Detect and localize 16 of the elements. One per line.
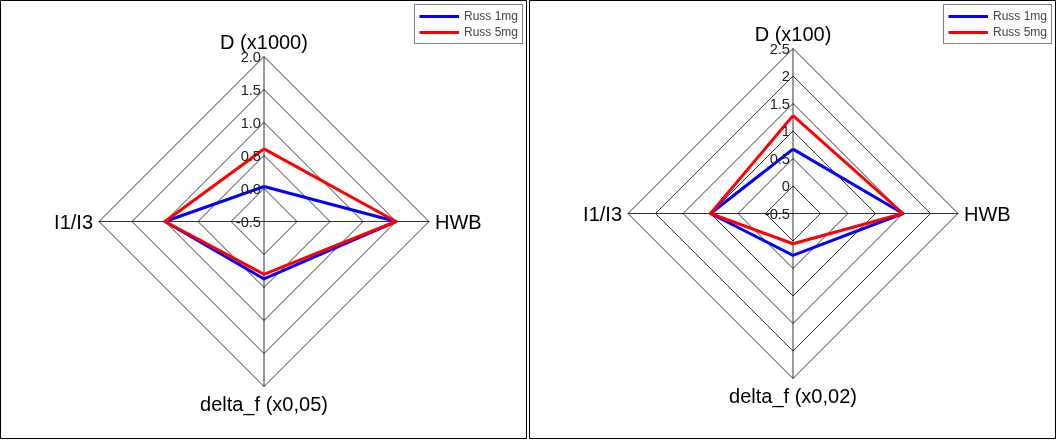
spoke-label: delta_f (x0,02) — [729, 384, 857, 408]
y-tick-label: 1 — [781, 123, 791, 139]
y-tick-label: 0 — [781, 178, 791, 194]
y-tick-label: 1.5 — [769, 95, 790, 112]
legend-label: Russ 5mg — [463, 25, 518, 39]
y-tick-label: 1.0 — [240, 114, 261, 131]
spoke-label: HWB — [964, 202, 1011, 225]
legend-label: Russ 1mg — [992, 9, 1047, 23]
legend-label: Russ 1mg — [463, 9, 518, 23]
y-tick-label: 1.5 — [240, 81, 261, 98]
spoke-label: HWB — [435, 210, 482, 233]
spoke-label: I1/I3 — [583, 202, 623, 225]
y-tick-label: 2 — [781, 68, 791, 84]
legend-label: Russ 5mg — [992, 25, 1047, 39]
spoke-label: delta_f (x0,05) — [200, 392, 328, 416]
spoke-label: I1/I3 — [54, 210, 94, 233]
